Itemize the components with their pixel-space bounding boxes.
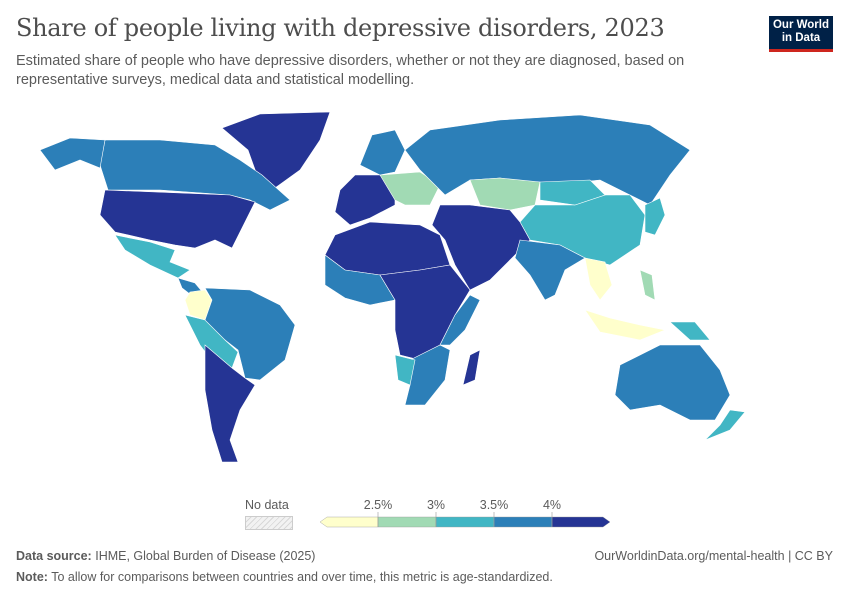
legend-tick-label: 2.5% [364, 498, 393, 512]
region-scandinavia[interactable] [359, 129, 406, 176]
no-data-label: No data [245, 498, 289, 512]
legend-bin-3[interactable] [493, 516, 553, 528]
source-label: Data source: [16, 549, 92, 563]
region-eastern-europe[interactable] [379, 171, 441, 206]
legend-tick-label: 3.5% [480, 498, 509, 512]
legend-bin-4[interactable] [551, 516, 610, 528]
region-new-zealand[interactable] [704, 409, 746, 441]
region-mexico[interactable] [114, 234, 191, 279]
region-namibia[interactable] [394, 354, 416, 386]
region-alaska[interactable] [39, 137, 106, 171]
region-peru-bolivia[interactable] [184, 314, 239, 369]
chart-note: Note: To allow for comparisons between c… [16, 570, 553, 584]
region-papua[interactable] [669, 321, 711, 341]
region-india[interactable] [514, 239, 586, 301]
region-australia[interactable] [614, 344, 731, 421]
region-mongolia[interactable] [539, 179, 606, 206]
source-url[interactable]: OurWorldinData.org/mental-health | CC BY [594, 549, 833, 563]
region-kazakhstan[interactable] [469, 177, 541, 211]
region-west-africa[interactable] [324, 254, 396, 306]
legend-bin-0[interactable] [319, 516, 379, 528]
region-greenland[interactable] [221, 111, 331, 189]
source-text[interactable]: IHME, Global Burden of Disease (2025) [95, 549, 316, 563]
world-map[interactable] [0, 95, 850, 480]
region-north-africa[interactable] [324, 221, 451, 276]
region-philippines[interactable] [639, 269, 656, 301]
region-madagascar[interactable] [462, 349, 481, 386]
region-japan[interactable] [644, 197, 666, 236]
region-united-states[interactable] [99, 189, 256, 249]
region-indonesia[interactable] [584, 309, 667, 341]
chart-subtitle: Estimated share of people who have depre… [16, 53, 685, 88]
legend-bin-2[interactable] [435, 516, 495, 528]
region-central-africa[interactable] [379, 264, 471, 361]
region-middle-east[interactable] [431, 204, 531, 291]
owid-logo[interactable]: Our World in Data [769, 16, 833, 52]
no-data-swatch [245, 516, 293, 530]
color-legend: 2.5% 3% 3.5% 4% [319, 498, 610, 528]
region-western-europe[interactable] [334, 174, 396, 226]
chart-title: Share of people living with depressive d… [16, 14, 665, 42]
legend-tick-label: 4% [543, 498, 561, 512]
note-label: Note: [16, 570, 48, 584]
legend-tick-label: 3% [427, 498, 445, 512]
region-southern-africa[interactable] [404, 344, 451, 406]
note-text: To allow for comparisons between countri… [51, 570, 553, 584]
legend-bin-1[interactable] [377, 516, 437, 528]
region-southeast-asia[interactable] [584, 257, 613, 301]
region-argentina-chile[interactable] [204, 344, 256, 463]
data-source: Data source: IHME, Global Burden of Dise… [16, 549, 315, 563]
